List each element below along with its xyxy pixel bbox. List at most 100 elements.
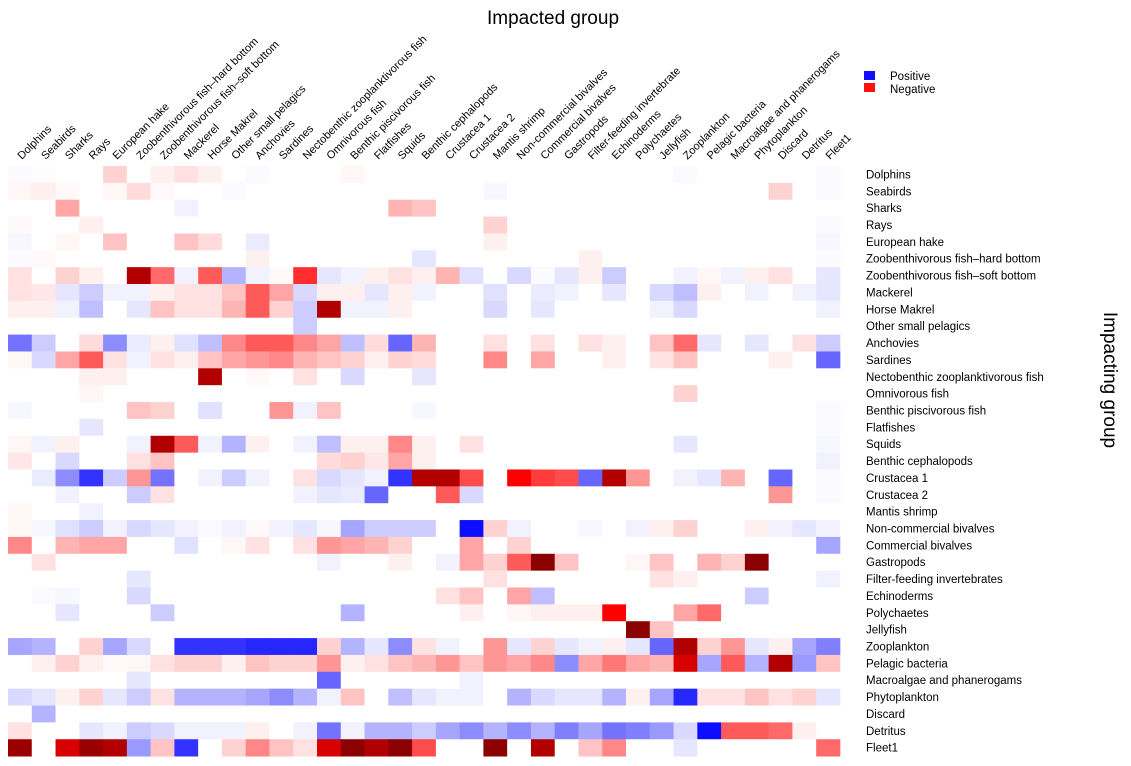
heatmap-cell bbox=[293, 233, 318, 251]
heatmap-cell bbox=[721, 705, 746, 723]
heatmap-cell bbox=[174, 587, 199, 605]
heatmap-cell bbox=[103, 604, 128, 622]
heatmap-cell bbox=[435, 368, 461, 386]
heatmap-cell bbox=[507, 654, 532, 673]
heatmap-cell bbox=[530, 351, 556, 369]
heatmap-cell bbox=[578, 722, 603, 740]
heatmap-cell bbox=[412, 166, 437, 184]
heatmap-cell bbox=[198, 570, 223, 588]
heatmap-cell bbox=[293, 418, 318, 437]
heatmap-cell bbox=[816, 570, 841, 588]
heatmap-cell bbox=[721, 267, 746, 285]
heatmap-cell bbox=[126, 435, 152, 454]
heatmap-cell bbox=[364, 267, 389, 285]
heatmap-cell bbox=[626, 536, 651, 555]
heatmap-cell bbox=[459, 621, 484, 639]
heatmap-cell bbox=[388, 216, 413, 234]
heatmap-cell bbox=[649, 570, 674, 588]
heatmap-cell bbox=[198, 705, 223, 723]
heatmap-cell bbox=[459, 300, 484, 319]
heatmap-cell bbox=[554, 300, 579, 319]
heatmap-cell bbox=[103, 688, 128, 706]
heatmap-cell bbox=[744, 317, 770, 335]
heatmap-cell bbox=[126, 520, 152, 538]
heatmap-cell bbox=[530, 469, 556, 487]
heatmap-cell bbox=[459, 166, 484, 184]
heatmap-cell bbox=[554, 705, 579, 723]
heatmap-cell bbox=[340, 705, 365, 723]
heatmap-cell bbox=[554, 216, 579, 234]
heatmap-cell bbox=[340, 300, 365, 319]
heatmap-cell bbox=[340, 402, 365, 420]
heatmap-cell bbox=[744, 739, 770, 757]
heatmap-cell bbox=[174, 368, 199, 386]
heatmap-cell bbox=[626, 300, 651, 319]
heatmap-cell bbox=[126, 469, 152, 487]
heatmap-cell bbox=[55, 182, 80, 201]
heatmap-cell bbox=[483, 722, 508, 740]
heatmap-cell bbox=[245, 722, 270, 740]
heatmap-cell bbox=[721, 452, 746, 470]
heatmap-cell bbox=[673, 553, 698, 572]
heatmap-cell bbox=[602, 182, 627, 201]
heatmap-cell bbox=[626, 520, 651, 538]
heatmap-cell bbox=[459, 418, 484, 437]
heatmap-cell bbox=[649, 536, 674, 555]
heatmap-cell bbox=[340, 368, 365, 386]
heatmap-cell bbox=[721, 553, 746, 572]
heatmap-cell bbox=[459, 688, 484, 706]
heatmap-cell bbox=[435, 267, 461, 285]
heatmap-cell bbox=[744, 654, 770, 673]
heatmap-cell bbox=[816, 199, 841, 217]
heatmap-cell bbox=[626, 587, 651, 605]
heatmap-cell bbox=[459, 671, 484, 690]
heatmap-cell bbox=[578, 469, 603, 487]
heatmap-cell bbox=[31, 317, 56, 335]
heatmap-cell bbox=[697, 216, 722, 234]
row-label: Seabirds bbox=[866, 186, 912, 198]
heatmap-cell bbox=[435, 486, 461, 504]
heatmap-cell bbox=[269, 688, 294, 706]
heatmap-cell bbox=[673, 621, 698, 639]
heatmap-cell bbox=[649, 469, 674, 487]
row-label: Phytoplankton bbox=[866, 692, 939, 704]
heatmap-cell bbox=[459, 452, 484, 470]
heatmap-cell bbox=[459, 250, 484, 268]
heatmap-cell bbox=[483, 553, 508, 572]
heatmap-cell bbox=[198, 688, 223, 706]
heatmap-cell bbox=[626, 182, 651, 201]
heatmap-cell bbox=[79, 368, 104, 386]
heatmap-cell bbox=[602, 199, 627, 217]
heatmap-cell bbox=[8, 705, 33, 723]
heatmap-cell bbox=[79, 671, 104, 690]
heatmap-cell bbox=[673, 722, 698, 740]
heatmap-cell bbox=[412, 705, 437, 723]
heatmap-cell bbox=[150, 722, 175, 740]
heatmap-cell bbox=[673, 452, 698, 470]
heatmap-cell bbox=[554, 402, 579, 420]
heatmap-cell bbox=[79, 351, 104, 369]
heatmap-cell bbox=[198, 385, 223, 403]
heatmap-cell bbox=[31, 351, 56, 369]
heatmap-cell bbox=[269, 722, 294, 740]
heatmap-cell bbox=[245, 385, 270, 403]
heatmap-cell bbox=[269, 317, 294, 335]
heatmap-cell bbox=[340, 385, 365, 403]
heatmap-cell bbox=[269, 418, 294, 437]
heatmap-cell bbox=[103, 402, 128, 420]
heatmap-cell bbox=[174, 317, 199, 335]
x-axis-title: Impacted group bbox=[487, 8, 619, 29]
heatmap-cell bbox=[150, 317, 175, 335]
legend-swatch-positive bbox=[864, 71, 875, 80]
heatmap-cell bbox=[673, 435, 698, 454]
heatmap-cell bbox=[816, 520, 841, 538]
heatmap-cell bbox=[150, 553, 175, 572]
heatmap-cell bbox=[198, 654, 223, 673]
heatmap-cell bbox=[317, 267, 342, 285]
heatmap-cell bbox=[673, 536, 698, 555]
heatmap-cell bbox=[388, 486, 413, 504]
heatmap-cell bbox=[721, 418, 746, 437]
heatmap-cell bbox=[103, 182, 128, 201]
heatmap-cell bbox=[483, 368, 508, 386]
heatmap-cell bbox=[79, 317, 104, 335]
